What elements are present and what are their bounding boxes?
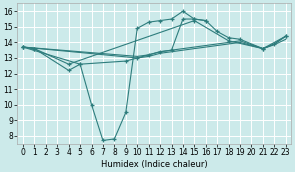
- X-axis label: Humidex (Indice chaleur): Humidex (Indice chaleur): [101, 159, 208, 169]
